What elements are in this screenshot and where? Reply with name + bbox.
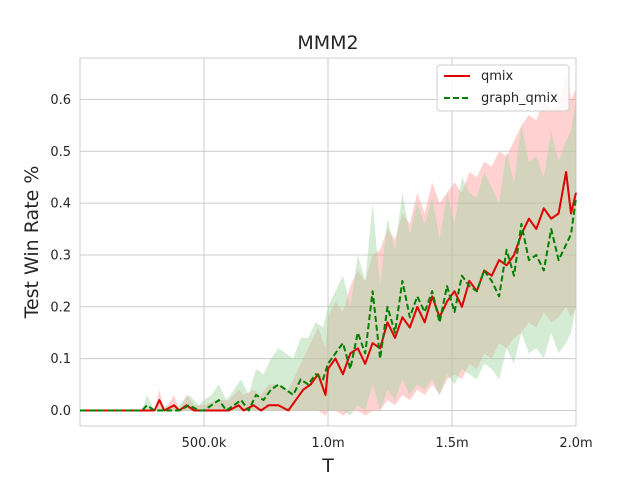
y-tick-label: 0.4: [50, 197, 71, 212]
legend-label-qmix: qmix: [481, 69, 514, 84]
grid: [80, 58, 577, 426]
x-tick-label: 1.5m: [435, 436, 468, 451]
series-line-qmix: [80, 171, 577, 412]
confidence-bands: [80, 73, 576, 416]
series-lines: [80, 171, 577, 412]
chart-title: MMM2: [297, 32, 358, 54]
y-tick-label: 0.2: [50, 300, 71, 315]
y-tick-label: 0.3: [50, 248, 71, 263]
x-tick-label: 2.0m: [559, 436, 592, 451]
x-tick-label: 500.0k: [182, 436, 227, 451]
y-axis-label: Test Win Rate %: [21, 166, 43, 320]
y-tick-labels: 0.0 0.1 0.2 0.3 0.4 0.5 0.6: [50, 93, 71, 419]
x-tick-label: 1.0m: [311, 436, 344, 451]
x-axis-label: T: [321, 455, 334, 477]
y-tick-label: 0.6: [50, 93, 71, 108]
series-line-graph-qmix: [80, 197, 577, 412]
x-tick-labels: 500.0k 1.0m 1.5m 2.0m: [182, 436, 593, 451]
y-tick-label: 0.0: [50, 404, 71, 419]
legend-label-graph-qmix: graph_qmix: [481, 91, 558, 106]
y-tick-label: 0.1: [50, 352, 71, 367]
band-graph-qmix: [80, 99, 576, 416]
y-tick-label: 0.5: [50, 145, 71, 160]
legend: qmix graph_qmix: [436, 64, 570, 112]
band-qmix: [80, 73, 576, 416]
